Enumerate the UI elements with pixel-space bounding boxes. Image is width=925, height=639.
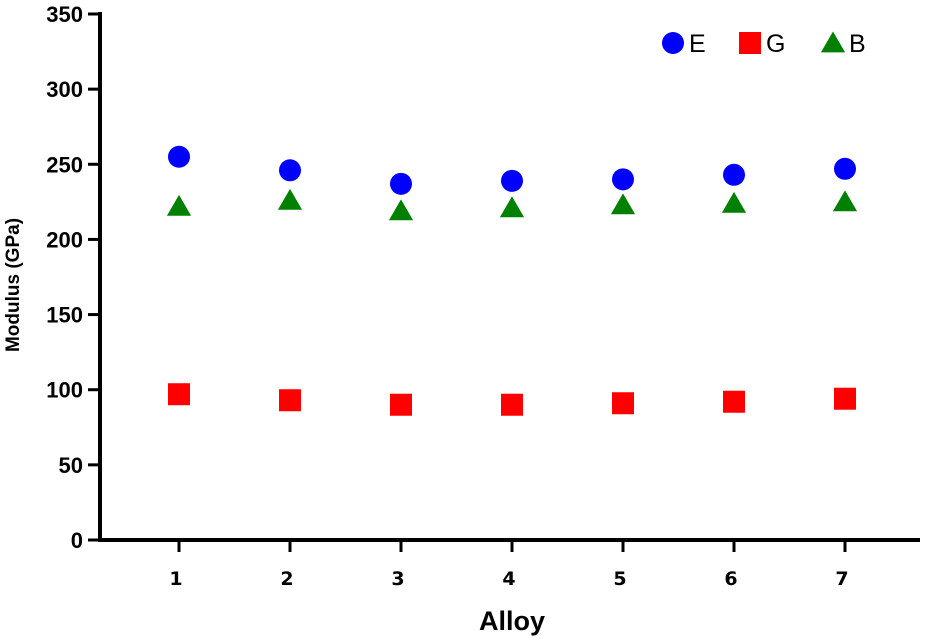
legend-item-B: B (820, 30, 866, 58)
data-point-B-2 (277, 188, 303, 210)
axes (98, 12, 920, 542)
y-tick-label: 250 (46, 152, 83, 177)
legend-item-G: G (739, 30, 785, 58)
y-tick-label: 350 (46, 2, 83, 27)
data-point-E-7 (834, 157, 856, 180)
data-point-B-7 (832, 190, 858, 212)
y-tick-label: 0 (71, 528, 83, 553)
y-tick-label: 50 (59, 453, 83, 478)
legend-label: G (766, 30, 785, 58)
data-point-G-7 (834, 387, 856, 410)
y-axis-title: Modulus (GPa) (3, 218, 24, 352)
x-tick-label: 1 (169, 568, 182, 590)
x-tick-label: 5 (613, 568, 626, 590)
x-tick-label: 7 (835, 568, 848, 590)
legend-item-E: E (662, 30, 706, 58)
y-axis-ticks: 0 50 100 150 200 250 300 350 (46, 2, 100, 553)
x-axis-ticks: 1 2 3 4 5 6 7 (169, 540, 849, 590)
y-tick-label: 150 (46, 303, 83, 328)
data-point-E-5 (612, 168, 634, 191)
legend-label: E (689, 30, 706, 58)
series-G (168, 383, 856, 416)
x-tick-label: 3 (391, 568, 404, 590)
data-point-G-2 (279, 389, 301, 412)
data-point-G-1 (168, 383, 190, 406)
data-point-E-4 (501, 169, 523, 192)
data-point-G-4 (501, 393, 523, 416)
data-point-B-1 (166, 194, 192, 216)
data-point-B-5 (610, 193, 636, 215)
data-marks (166, 145, 858, 416)
legend-marker-G (739, 32, 761, 54)
x-axis-title: Alloy (479, 606, 545, 636)
data-point-E-3 (390, 172, 412, 195)
x-tick-label: 4 (502, 568, 515, 590)
data-point-E-1 (168, 145, 190, 168)
data-point-B-4 (499, 196, 525, 218)
data-point-B-6 (721, 191, 747, 213)
legend-marker-B (820, 31, 846, 53)
data-point-G-6 (723, 390, 745, 413)
series-E (168, 145, 856, 195)
series-B (166, 188, 858, 221)
legend-marker-E (662, 32, 684, 54)
data-point-G-5 (612, 392, 634, 415)
data-point-B-3 (388, 199, 414, 221)
data-point-G-3 (390, 393, 412, 416)
legend-label: B (849, 30, 866, 58)
x-tick-label: 2 (280, 568, 293, 590)
y-tick-label: 100 (46, 378, 83, 403)
y-tick-label: 200 (46, 227, 83, 252)
y-tick-label: 300 (46, 77, 83, 102)
data-point-E-6 (723, 163, 745, 186)
x-tick-label: 6 (724, 568, 737, 590)
data-point-E-2 (279, 159, 301, 182)
